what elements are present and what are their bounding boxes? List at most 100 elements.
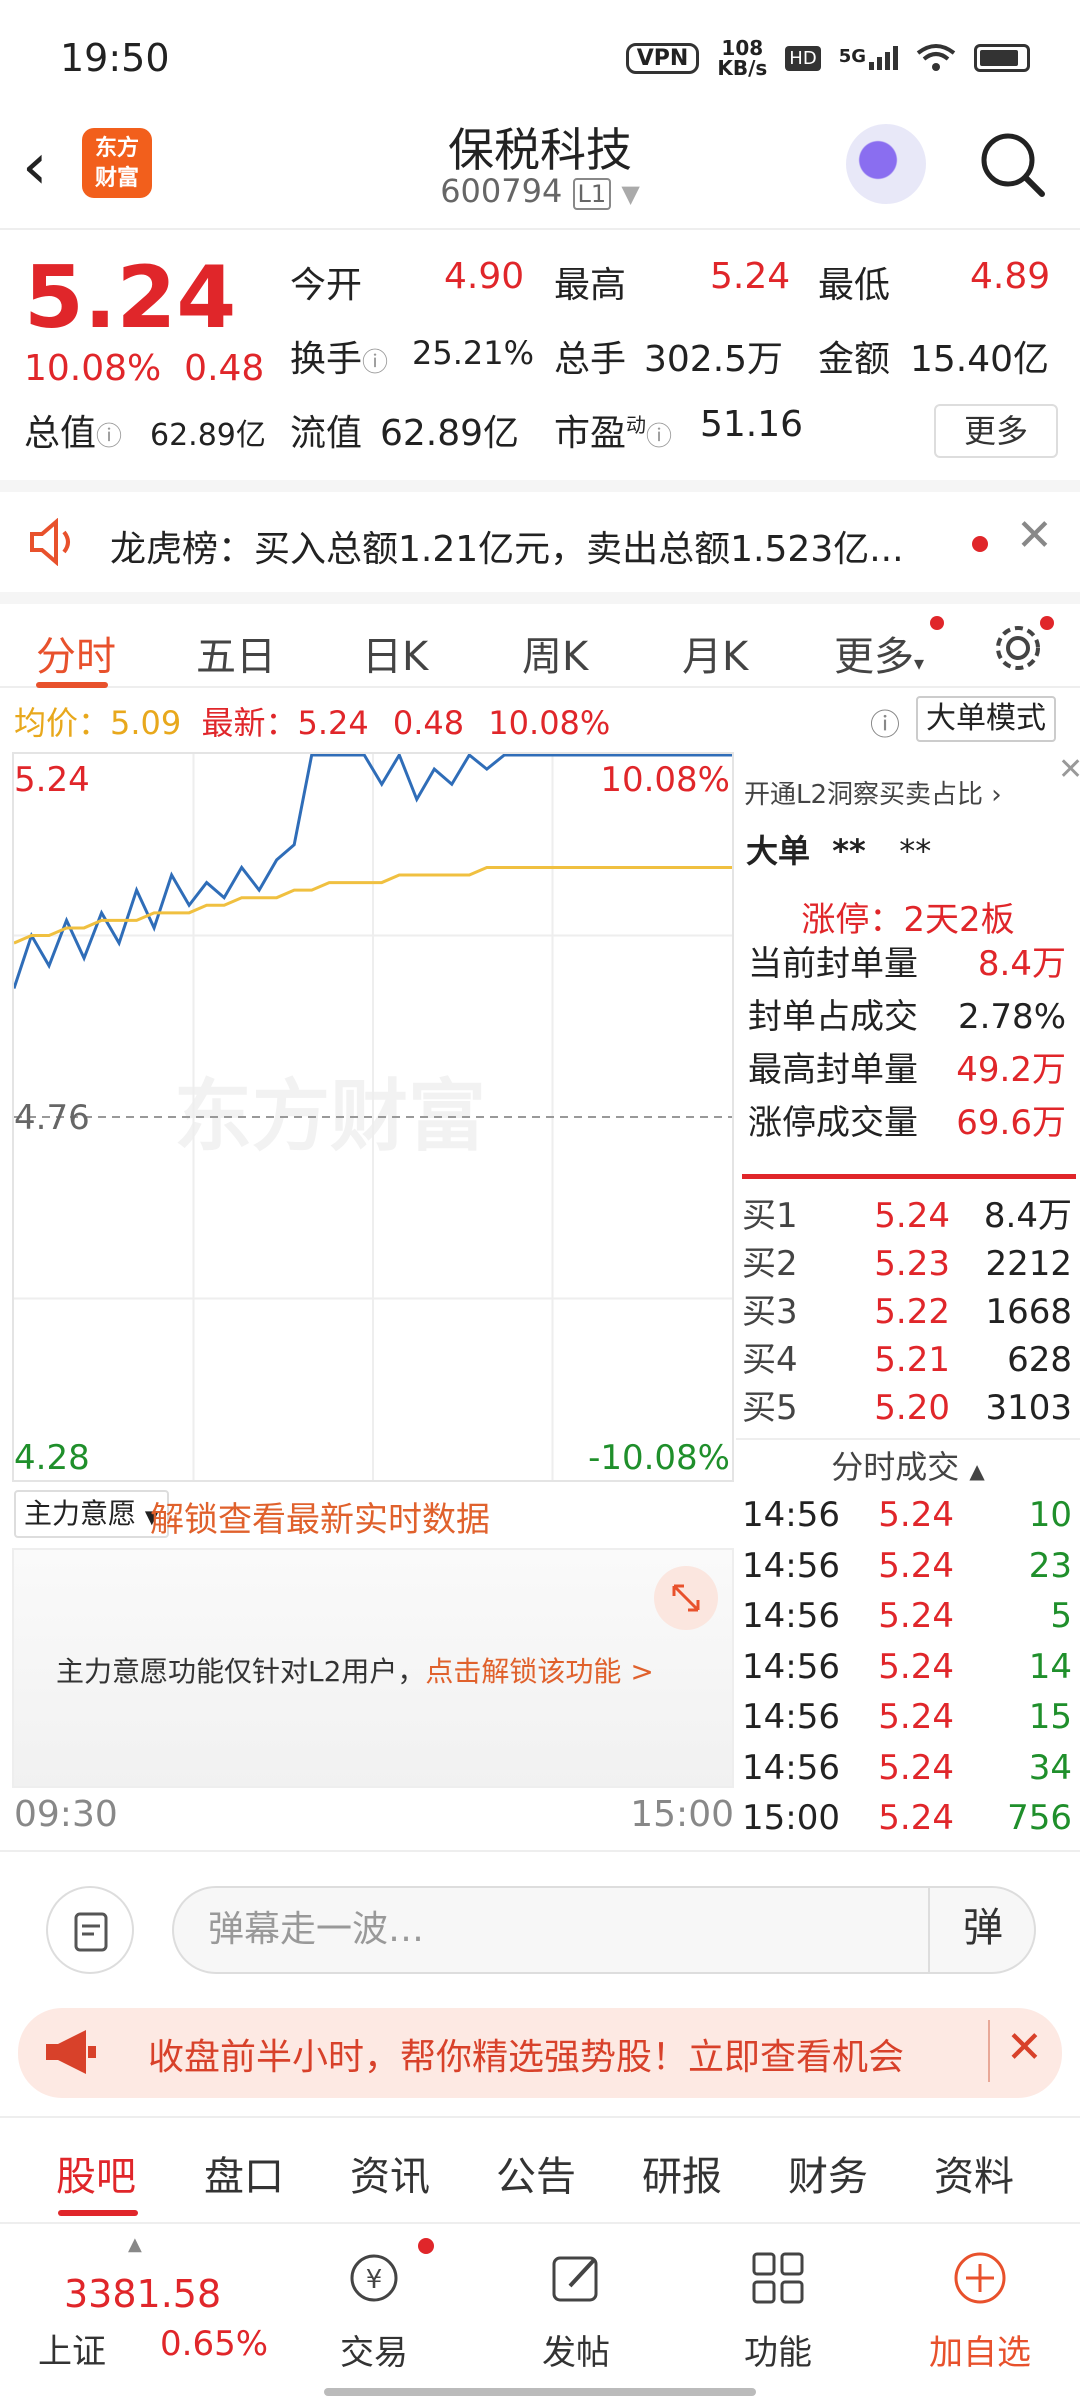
tick-price: 5.24 xyxy=(878,1798,954,1838)
nav-add-watchlist[interactable]: 加自选 xyxy=(900,2246,1060,2374)
unread-dot xyxy=(972,536,988,552)
robot-assistant-icon[interactable] xyxy=(846,124,926,204)
y-tick-base: 4.76 xyxy=(14,1098,90,1138)
app-logo[interactable]: 东方 财富 xyxy=(82,128,152,198)
expand-icon[interactable] xyxy=(654,1566,718,1630)
tab-intraday[interactable]: 分时 xyxy=(36,634,116,680)
big-order-buy: ** xyxy=(832,832,866,870)
close-icon[interactable]: ✕ xyxy=(1006,2022,1043,2073)
tab-monthly-k[interactable]: 月K xyxy=(682,634,749,680)
help-icon[interactable]: ⓘ xyxy=(870,708,900,743)
pe-label-text: 市盈 xyxy=(554,413,627,454)
stock-code-row[interactable]: 600794 L1 ▼ xyxy=(0,172,1080,210)
ticks-list: 14:56 5.24 10 14:56 5.24 23 14:56 5.24 5 14:56 5.2… xyxy=(742,1490,1072,1844)
change-percent: 10.08% xyxy=(24,348,162,389)
bid-list: 买1 5.24 8.4万 买2 5.23 2212 买3 5.22 1668 买4 5.21 628 买… xyxy=(742,1192,1072,1432)
stat-value: 69.6万 xyxy=(956,1103,1066,1143)
trade-badge-dot xyxy=(418,2238,434,2254)
promo-banner[interactable]: 收盘前半小时，帮你精选强势股！立即查看机会 ✕ xyxy=(18,2008,1062,2098)
close-icon[interactable]: ✕ xyxy=(1016,510,1053,561)
ticks-title[interactable]: 分时成交 ▲ xyxy=(736,1442,1080,1488)
promo-text: 收盘前半小时，帮你精选强势股！立即查看机会 xyxy=(148,2037,905,2078)
bid-row[interactable]: 买5 5.20 3103 xyxy=(742,1384,1072,1432)
index-percent: 0.65% xyxy=(160,2324,269,2364)
tab-more-label: 更多 xyxy=(834,634,914,680)
stock-header: ‹ 东方 财富 保税科技 600794 L1 ▼ xyxy=(0,110,1080,230)
danmu-list-icon[interactable] xyxy=(46,1886,134,1974)
chart-period-tabs: 分时 五日 日K 周K 月K 更多▾ xyxy=(0,592,1080,688)
bid-row[interactable]: 买1 5.24 8.4万 xyxy=(742,1192,1072,1240)
settings-badge-dot xyxy=(1040,616,1054,630)
hd-icon: HD xyxy=(785,45,821,71)
info-icon[interactable]: ⓘ xyxy=(646,422,673,452)
tick-row: 14:56 5.24 15 xyxy=(742,1692,1072,1743)
tab-news[interactable]: 资讯 xyxy=(350,2154,430,2200)
tab-profile[interactable]: 资料 xyxy=(934,2154,1014,2200)
l2-link[interactable]: 开通L2洞察买卖占比 › xyxy=(744,780,1002,810)
main-force-locked-box: 主力意愿功能仅针对L2用户，点击解锁该功能 > xyxy=(12,1548,734,1788)
search-icon[interactable] xyxy=(976,128,1048,200)
stat-label: 最高封单量 xyxy=(748,1050,918,1090)
tick-volume: 756 xyxy=(1007,1798,1072,1838)
more-button[interactable]: 更多 xyxy=(934,404,1058,458)
big-order-label: 大单 xyxy=(746,832,811,870)
avg-series-line xyxy=(14,865,732,945)
tab-research[interactable]: 研报 xyxy=(642,2154,722,2200)
danmu-input[interactable]: 弹幕走一波… xyxy=(172,1886,1036,1974)
tick-row: 15:00 5.24 756 xyxy=(742,1793,1072,1844)
pe-superscript: 动 xyxy=(626,413,647,437)
tab-orderbook[interactable]: 盘口 xyxy=(204,2154,284,2200)
pe-value: 51.16 xyxy=(700,404,804,445)
tab-announcements[interactable]: 公告 xyxy=(496,2154,576,2200)
big-order-mode-button[interactable]: 大单模式 xyxy=(916,696,1056,742)
tab-daily-k[interactable]: 日K xyxy=(362,634,429,680)
limit-up-stat-row: 封单占成交 2.78% xyxy=(748,991,1066,1044)
order-book-panel: 开通L2洞察买卖占比 › ✕ 大单 ** ** 涨停：2天2板 当前封单量 8.4… xyxy=(736,752,1080,1842)
tick-time: 14:56 xyxy=(742,1697,840,1737)
back-arrow-icon[interactable]: ‹ xyxy=(22,130,48,204)
index-value[interactable]: 3381.58 xyxy=(64,2272,222,2316)
tick-price: 5.24 xyxy=(878,1596,954,1636)
bid-row[interactable]: 买2 5.23 2212 xyxy=(742,1240,1072,1288)
tick-row: 14:56 5.24 23 xyxy=(742,1541,1072,1592)
nav-post[interactable]: 发帖 xyxy=(496,2246,656,2374)
intraday-chart[interactable]: 东方财富 5.24 4.76 4.28 10.08% -10.08% xyxy=(12,752,734,1482)
volume-value: 302.5万 xyxy=(644,339,784,380)
tick-time: 14:56 xyxy=(742,1596,840,1636)
tab-forum[interactable]: 股吧 xyxy=(56,2154,136,2200)
unlock-feature-link[interactable]: 点击解锁该功能 > xyxy=(425,1655,654,1688)
vpn-icon: VPN xyxy=(625,42,700,74)
danmu-toggle-button[interactable]: 弹 xyxy=(928,1886,1036,1974)
tab-weekly-k[interactable]: 周K xyxy=(522,634,589,680)
bid-price: 5.24 xyxy=(874,1196,950,1236)
indicator-select[interactable]: 主力意愿 ▼ xyxy=(14,1490,169,1538)
banner-text: 龙虎榜：买入总额1.21亿元，卖出总额1.523亿... xyxy=(110,529,904,570)
float-value: 62.89亿 xyxy=(380,413,520,454)
y-tick-high: 5.24 xyxy=(14,760,90,800)
main-force-section: 主力意愿 ▼ 解锁查看最新实时数据 主力意愿功能仅针对L2用户，点击解锁该功能 … xyxy=(12,1486,734,1846)
danmu-bar: 弹幕走一波… 弹 xyxy=(0,1850,1080,1990)
tick-volume: 14 xyxy=(1028,1646,1072,1687)
dragon-tiger-banner[interactable]: 龙虎榜：买入总额1.21亿元，卖出总额1.523亿... ✕ xyxy=(0,480,1080,580)
gear-icon[interactable] xyxy=(990,620,1046,676)
unlock-link[interactable]: 解锁查看最新实时数据 xyxy=(150,1500,490,1540)
tab-financials[interactable]: 财务 xyxy=(788,2154,868,2200)
stock-name: 保税科技 xyxy=(448,123,632,177)
limit-up-status: 涨停：2天2板 xyxy=(801,900,1015,940)
tick-volume: 10 xyxy=(1028,1495,1072,1535)
grid-icon xyxy=(752,2252,804,2304)
close-icon[interactable]: ✕ xyxy=(1058,752,1080,787)
bid-label: 买2 xyxy=(742,1244,798,1284)
mktcap-label: 总值ⓘ xyxy=(24,404,122,456)
net-speed: 108 KB/s xyxy=(717,38,767,78)
bid-row[interactable]: 买4 5.21 628 xyxy=(742,1336,1072,1384)
nav-trade[interactable]: ¥ 交易 xyxy=(294,2246,454,2374)
tab-five-day[interactable]: 五日 xyxy=(196,634,276,680)
bid-row[interactable]: 买3 5.22 1668 xyxy=(742,1288,1072,1336)
info-icon[interactable]: ⓘ xyxy=(96,422,123,452)
nav-functions[interactable]: 功能 xyxy=(698,2246,858,2374)
bid-price: 5.20 xyxy=(874,1388,950,1428)
info-icon[interactable]: ⓘ xyxy=(362,348,389,378)
tab-more[interactable]: 更多▾ xyxy=(834,624,924,682)
tab-active-indicator xyxy=(58,2210,138,2216)
